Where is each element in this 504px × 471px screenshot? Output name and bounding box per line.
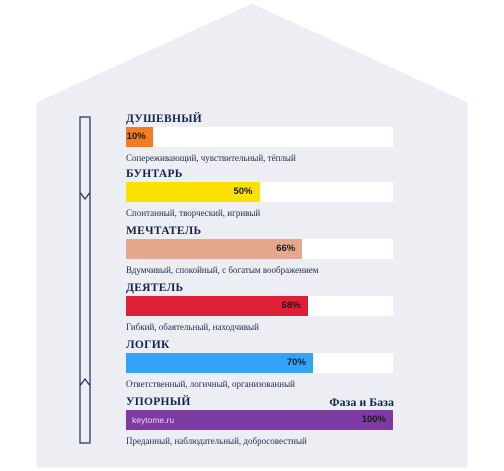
trait-deyatel: ДЕЯТЕЛЬ 68% Гибкий, обаятельный, находчи… — [126, 281, 396, 333]
trait-bar-fill: 10% — [126, 127, 153, 147]
house-shape — [35, 2, 469, 469]
arrow-down-icon — [80, 192, 90, 200]
trait-percent: 66% — [276, 243, 296, 254]
trait-title: ДУШЕВНЫЙ — [126, 113, 203, 125]
trait-description: Гибкий, обаятельный, находчивый — [126, 322, 259, 332]
direction-indicator — [79, 116, 91, 444]
trait-title: ЛОГИК — [126, 339, 170, 351]
trait-bar-fill: keytome.ru 100% — [126, 410, 393, 430]
trait-bar-track: keytome.ru 100% — [126, 410, 393, 430]
trait-percent: 100% — [361, 414, 386, 425]
trait-bar-track: 68% — [126, 296, 393, 316]
trait-description: Спонтанный, творческий, игривый — [126, 208, 261, 218]
trait-percent: 68% — [281, 300, 301, 311]
trait-title: БУНТАРЬ — [126, 168, 183, 180]
trait-bar-track: 70% — [126, 353, 393, 373]
trait-bar-fill: 70% — [126, 353, 313, 373]
trait-dushevny: ДУШЕВНЫЙ 10% Сопереживающий, чувствитель… — [126, 112, 396, 164]
trait-description: Ответственный, логичный, организованный — [126, 379, 295, 389]
trait-description: Вдумчивый, спокойный, с богатым воображе… — [126, 265, 319, 275]
trait-title: МЕЧТАТЕЛЬ — [126, 225, 202, 237]
trait-bar-track: 50% — [126, 182, 393, 202]
indicator-frame — [79, 116, 91, 444]
trait-percent: 50% — [233, 186, 253, 197]
trait-description: Сопереживающий, чувствительный, тёплый — [126, 153, 296, 163]
trait-uporny: УПОРНЫЙ Фаза и База keytome.ru 100% Пред… — [126, 395, 396, 447]
trait-bar-track: 66% — [126, 239, 393, 259]
trait-title: УПОРНЫЙ — [126, 396, 191, 408]
trait-bar-fill: 68% — [126, 296, 308, 316]
brand-logo-text: Фаза и База — [329, 395, 394, 409]
trait-description: Преданный, наблюдательный, добросовестны… — [126, 436, 307, 446]
trait-bar-track: 10% — [126, 127, 393, 147]
trait-percent: 10% — [126, 131, 146, 142]
trait-percent: 70% — [286, 357, 306, 368]
trait-title: ДЕЯТЕЛЬ — [126, 282, 184, 294]
trait-mechtatel: МЕЧТАТЕЛЬ 66% Вдумчивый, спокойный, с бо… — [126, 224, 396, 276]
trait-logik: ЛОГИК 70% Ответственный, логичный, орган… — [126, 338, 396, 390]
trait-bar-fill: 66% — [126, 239, 303, 259]
trait-bar-fill: 50% — [126, 182, 260, 202]
watermark-text: keytome.ru — [132, 415, 175, 425]
trait-buntar: БУНТАРЬ 50% Спонтанный, творческий, игри… — [126, 167, 396, 219]
arrow-up-icon — [80, 378, 90, 386]
